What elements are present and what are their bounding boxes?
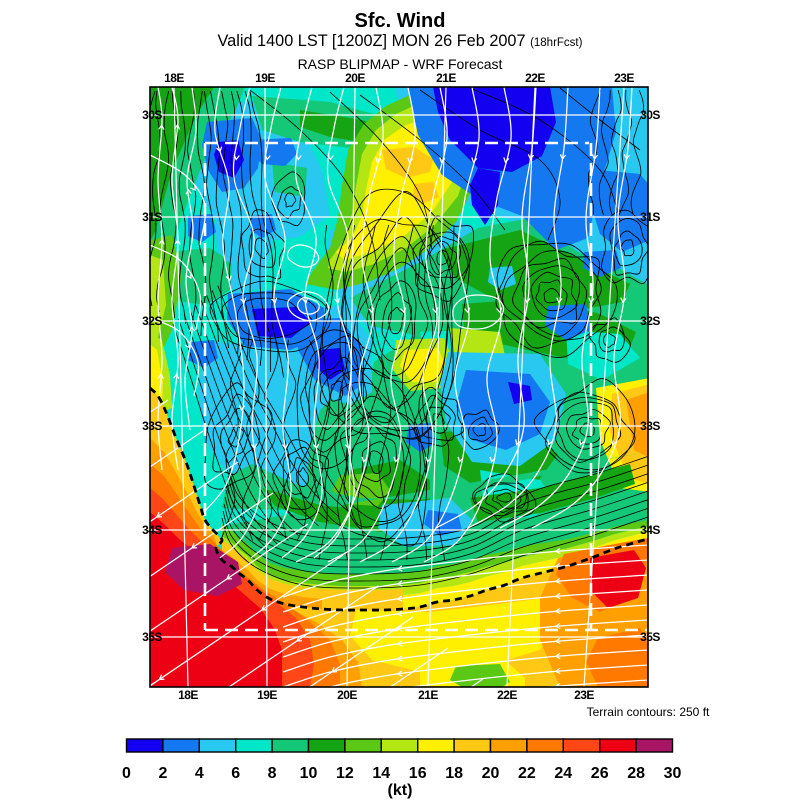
svg-text:24: 24 — [554, 765, 572, 782]
svg-text:28: 28 — [627, 765, 645, 782]
svg-text:10: 10 — [300, 765, 318, 782]
svg-text:19E: 19E — [255, 71, 275, 85]
svg-text:35S: 35S — [142, 630, 162, 644]
svg-text:2: 2 — [158, 765, 167, 782]
svg-text:31S: 31S — [640, 210, 660, 224]
svg-text:20E: 20E — [337, 688, 357, 702]
svg-text:26: 26 — [591, 765, 609, 782]
svg-text:22: 22 — [518, 765, 536, 782]
svg-text:33S: 33S — [640, 419, 660, 433]
svg-text:18: 18 — [445, 765, 463, 782]
svg-text:18E: 18E — [164, 71, 184, 85]
svg-text:4: 4 — [195, 765, 204, 782]
svg-text:33S: 33S — [142, 419, 162, 433]
svg-text:32S: 32S — [142, 314, 162, 328]
svg-text:Sfc. Wind: Sfc. Wind — [355, 10, 446, 32]
svg-text:16: 16 — [409, 765, 427, 782]
svg-text:21E: 21E — [418, 688, 438, 702]
svg-text:18E: 18E — [178, 688, 198, 702]
svg-text:30S: 30S — [640, 108, 660, 122]
svg-text:34S: 34S — [142, 523, 162, 537]
svg-text:32S: 32S — [640, 314, 660, 328]
svg-text:RASP BLIPMAP - WRF Forecast: RASP BLIPMAP - WRF Forecast — [298, 56, 503, 72]
svg-text:(kt): (kt) — [388, 782, 413, 799]
svg-text:6: 6 — [231, 765, 240, 782]
svg-text:20: 20 — [482, 765, 500, 782]
svg-text:8: 8 — [268, 765, 277, 782]
svg-text:31S: 31S — [142, 210, 162, 224]
svg-text:22E: 22E — [525, 71, 545, 85]
svg-text:14: 14 — [372, 765, 390, 782]
svg-text:0: 0 — [122, 765, 131, 782]
svg-text:23E: 23E — [614, 71, 634, 85]
svg-text:30S: 30S — [142, 108, 162, 122]
svg-text:34S: 34S — [640, 523, 660, 537]
svg-text:35S: 35S — [640, 630, 660, 644]
svg-text:20E: 20E — [345, 71, 365, 85]
svg-text:Valid 1400 LST [1200Z] MON 26: Valid 1400 LST [1200Z] MON 26 Feb 2007 (… — [218, 32, 583, 50]
svg-text:19E: 19E — [257, 688, 277, 702]
svg-text:22E: 22E — [497, 688, 517, 702]
svg-text:23E: 23E — [574, 688, 594, 702]
svg-text:Terrain contours: 250 ft: Terrain contours: 250 ft — [587, 705, 710, 719]
svg-text:30: 30 — [664, 765, 682, 782]
svg-text:21E: 21E — [436, 71, 456, 85]
svg-text:12: 12 — [336, 765, 354, 782]
